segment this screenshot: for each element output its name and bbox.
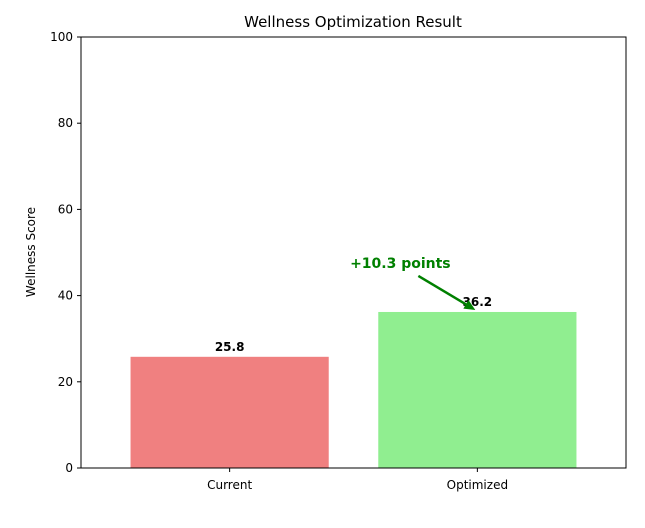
y-tick-label: 100 (50, 30, 73, 44)
bar-optimized (378, 311, 577, 468)
annotation: +10.3 points (350, 256, 476, 310)
x-axis: Current Optimized (207, 468, 508, 492)
y-tick-label: 0 (65, 461, 73, 475)
plot-frame (80, 36, 627, 469)
chart-title: Wellness Optimization Result (244, 13, 462, 31)
annotation-text: +10.3 points (350, 256, 451, 272)
x-tick-label: Current (207, 478, 252, 492)
y-tick-label: 40 (58, 289, 73, 303)
x-tick-label: Optimized (447, 478, 508, 492)
y-tick-label: 60 (58, 202, 73, 216)
y-axis-label: Wellness Score (24, 207, 38, 297)
y-tick-label: 20 (58, 375, 73, 389)
annotation-arrow (417, 274, 467, 306)
y-tick-label: 80 (58, 116, 73, 130)
bars (130, 311, 577, 468)
y-axis: 0 20 40 60 80 100 (50, 30, 81, 475)
annotation-arrowhead (463, 300, 476, 310)
value-label-current: 25.8 (215, 340, 245, 354)
bar-current (130, 356, 329, 468)
